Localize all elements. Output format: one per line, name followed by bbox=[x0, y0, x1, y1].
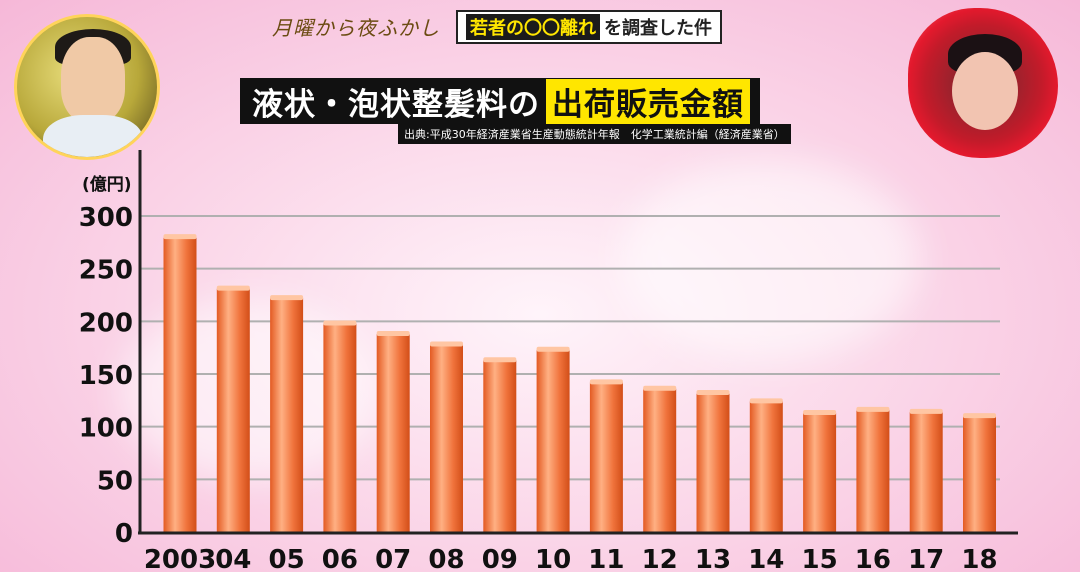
x-tick-label: 2003 bbox=[144, 545, 216, 572]
bar-top-2003 bbox=[163, 234, 197, 240]
x-tick-label: 10 bbox=[535, 545, 571, 572]
background-glow bbox=[620, 160, 920, 360]
bar-top-17 bbox=[909, 408, 943, 414]
y-tick-label: 250 bbox=[79, 256, 133, 286]
bar-12 bbox=[643, 388, 677, 532]
bar-top-09 bbox=[483, 357, 517, 363]
bar-04 bbox=[216, 288, 250, 532]
x-tick-label: 15 bbox=[802, 545, 838, 572]
chart-title-white: 液状・泡状整髪料の bbox=[252, 86, 540, 123]
axes bbox=[138, 150, 1018, 535]
x-tick-label: 07 bbox=[375, 545, 411, 572]
bar-13 bbox=[696, 392, 730, 532]
bar-08 bbox=[430, 344, 463, 532]
x-tick-label: 11 bbox=[588, 545, 624, 572]
bar-11 bbox=[589, 382, 623, 532]
bar-top-08 bbox=[430, 341, 463, 347]
bars bbox=[163, 234, 996, 533]
x-tick-label: 05 bbox=[269, 545, 305, 572]
bar-top-16 bbox=[856, 406, 890, 412]
show-logo: 月曜から夜ふかし bbox=[272, 16, 440, 40]
y-tick-label: 300 bbox=[79, 203, 133, 233]
tick-labels: 0 50 100 150 200 250 300 (億円) 2003 04 05 06 07 08 09 10… bbox=[79, 174, 998, 572]
x-tick-label: 09 bbox=[482, 545, 518, 572]
x-tick-label: 08 bbox=[428, 545, 464, 572]
x-tick-label: 18 bbox=[961, 545, 997, 572]
bar-top-05 bbox=[270, 295, 304, 301]
topic-rest: を調査した件 bbox=[604, 18, 712, 39]
bar-2003 bbox=[163, 237, 197, 533]
host-avatar-left bbox=[14, 14, 160, 160]
y-tick-label: 0 bbox=[115, 519, 133, 549]
x-tick-label: 12 bbox=[642, 545, 678, 572]
bar-top-06 bbox=[323, 320, 357, 326]
bar-top-15 bbox=[803, 409, 837, 415]
bar-17 bbox=[909, 411, 943, 532]
bar-06 bbox=[323, 323, 357, 532]
bar-top-18 bbox=[963, 413, 996, 419]
topic-highlight: 若者の〇〇離れ bbox=[466, 14, 600, 40]
bar-top-07 bbox=[376, 330, 410, 336]
x-tick-label: 04 bbox=[215, 545, 251, 572]
bar-top-12 bbox=[643, 385, 677, 391]
chart-title-yellow: 出荷販売金額 bbox=[546, 78, 750, 124]
x-tick-label: 17 bbox=[908, 545, 944, 572]
bar-top-13 bbox=[696, 389, 730, 395]
y-unit-label: (億円) bbox=[82, 174, 132, 195]
x-tick-label: 16 bbox=[855, 545, 891, 572]
chart-title: 液状・泡状整髪料の 出荷販売金額 bbox=[240, 78, 760, 124]
y-tick-label: 200 bbox=[79, 308, 133, 338]
source-note: 出典:平成30年経済産業省生産動態統計年報 化学工業統計編（経済産業省） bbox=[398, 124, 791, 144]
bar-10 bbox=[536, 349, 570, 532]
bar-18 bbox=[963, 416, 996, 532]
y-tick-label: 100 bbox=[79, 414, 133, 444]
bar-05 bbox=[270, 298, 304, 532]
bar-top-04 bbox=[216, 285, 250, 291]
x-tick-label: 14 bbox=[748, 545, 784, 572]
bar-top-14 bbox=[749, 398, 783, 404]
bar-09 bbox=[483, 360, 517, 532]
bar-top-11 bbox=[589, 379, 623, 385]
host-avatar-right bbox=[908, 8, 1058, 158]
y-tick-label: 50 bbox=[97, 466, 133, 496]
x-tick-label: 13 bbox=[695, 545, 731, 572]
topic-banner: 若者の〇〇離れ を調査した件 bbox=[456, 10, 722, 44]
bar-16 bbox=[856, 409, 890, 532]
bar-14 bbox=[749, 401, 783, 532]
y-tick-label: 150 bbox=[79, 361, 133, 391]
x-tick-label: 06 bbox=[322, 545, 358, 572]
bar-top-10 bbox=[536, 346, 570, 352]
bar-15 bbox=[803, 412, 837, 532]
bar-07 bbox=[376, 333, 410, 532]
